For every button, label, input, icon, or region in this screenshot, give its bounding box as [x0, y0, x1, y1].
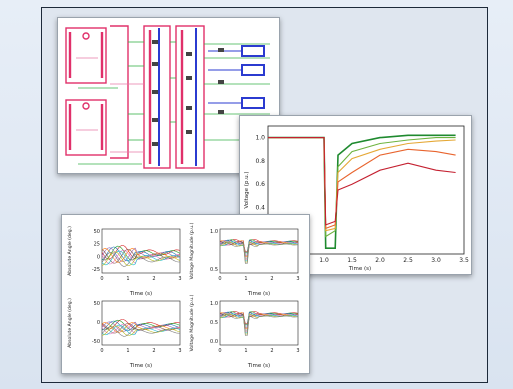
subplot-y-tick: 1.0	[210, 301, 218, 307]
subplot-series-line	[219, 242, 299, 264]
subplot-x-tick: 3	[178, 276, 181, 282]
subplot-series-line	[101, 252, 181, 267]
subplot-y-tick: 50	[94, 229, 100, 235]
subplot-series-line	[101, 320, 181, 332]
x-tick-label: 1.5	[347, 257, 357, 264]
y-tick-label: 0.4	[255, 204, 265, 211]
subplot-x-tick: 1	[244, 276, 247, 282]
subplot-x-tick: 2	[152, 348, 155, 354]
subplot-x-tick: 1	[244, 348, 247, 354]
x-label-bottom-left: Time (s)	[129, 363, 152, 369]
subplot-y-tick: 0.5	[210, 320, 218, 326]
subplot-x-tick: 1	[126, 348, 129, 354]
x-label-top-left: Time (s)	[129, 291, 152, 297]
subplot-x-tick: 2	[270, 348, 273, 354]
subplot-x-tick: 0	[100, 348, 103, 354]
subplot-series-line	[101, 321, 181, 332]
subplot-x-tick: 0	[218, 348, 221, 354]
subplot-y-tick: 0	[97, 254, 100, 260]
x-tick-label: 2.0	[375, 257, 385, 264]
subplot-x-tick: 0	[100, 276, 103, 282]
x-tick-label: 2.5	[403, 257, 413, 264]
power-system-schematic	[57, 17, 280, 174]
subplot-x-tick: 3	[296, 276, 299, 282]
subplot-y-tick: 0.5	[210, 267, 218, 273]
voltage-plot-top	[219, 228, 299, 274]
subplot-series-line	[101, 251, 181, 266]
subplot-x-tick: 0	[218, 276, 221, 282]
subplot-series-line	[101, 249, 181, 265]
subplot-x-tick: 2	[152, 276, 155, 282]
subplot-x-tick: 1	[126, 276, 129, 282]
subplot-series-line	[101, 246, 181, 262]
x-tick-label: 1.0	[319, 257, 329, 264]
volt-ylabel-bottom: Voltage Magnitude (p.u.)	[189, 294, 195, 351]
subplot-y-tick: 0.0	[210, 339, 218, 345]
angle-voltage-grid-panel: 50 25 0 -25 0 1 2 3 1.0 0.5 0 1 2 3 50 0 -50 0 1 2 3 1.0 0.5 0.…	[61, 214, 310, 374]
y-axis-label: Voltage (p.u.)	[244, 171, 250, 208]
voltage-plot-bottom	[219, 300, 299, 346]
schematic-diagram	[65, 25, 270, 169]
x-tick-label: 3.5	[459, 257, 469, 264]
y-tick-label: 0.8	[255, 158, 265, 165]
subplot-series-line	[219, 314, 299, 336]
subplot-y-tick: 25	[94, 242, 100, 248]
subplot-x-tick: 3	[296, 348, 299, 354]
x-label-top-right: Time (s)	[247, 291, 270, 297]
subplot-y-tick: -25	[92, 267, 100, 273]
volt-ylabel-top: Voltage Magnitude (p.u.)	[189, 222, 195, 279]
angle-ylabel-bottom: Absolute Angle (deg.)	[67, 298, 73, 348]
subplot-x-tick: 3	[178, 348, 181, 354]
x-label-bottom-right: Time (s)	[247, 363, 270, 369]
subplot-y-tick: 0	[97, 320, 100, 326]
subplot-series-line	[101, 326, 180, 337]
angle-plot-bottom	[101, 300, 181, 346]
subplot-y-tick: -50	[92, 339, 100, 345]
subplot-x-tick: 2	[270, 276, 273, 282]
subplot-y-tick: 50	[94, 301, 100, 307]
subplot-y-tick: 1.0	[210, 229, 218, 235]
angle-plot-top	[101, 228, 181, 274]
angle-ylabel-top: Absolute Angle (deg.)	[67, 226, 73, 276]
voltage-series-line	[268, 137, 456, 226]
subplot-series-line	[101, 247, 181, 262]
y-tick-label: 1.0	[255, 135, 265, 142]
y-tick-label: 0.6	[255, 181, 265, 188]
subplot-series-line	[101, 325, 181, 336]
x-tick-label: 3.0	[431, 257, 441, 264]
x-axis-label: Time (s)	[348, 266, 371, 272]
subplot-series-line	[101, 250, 181, 266]
